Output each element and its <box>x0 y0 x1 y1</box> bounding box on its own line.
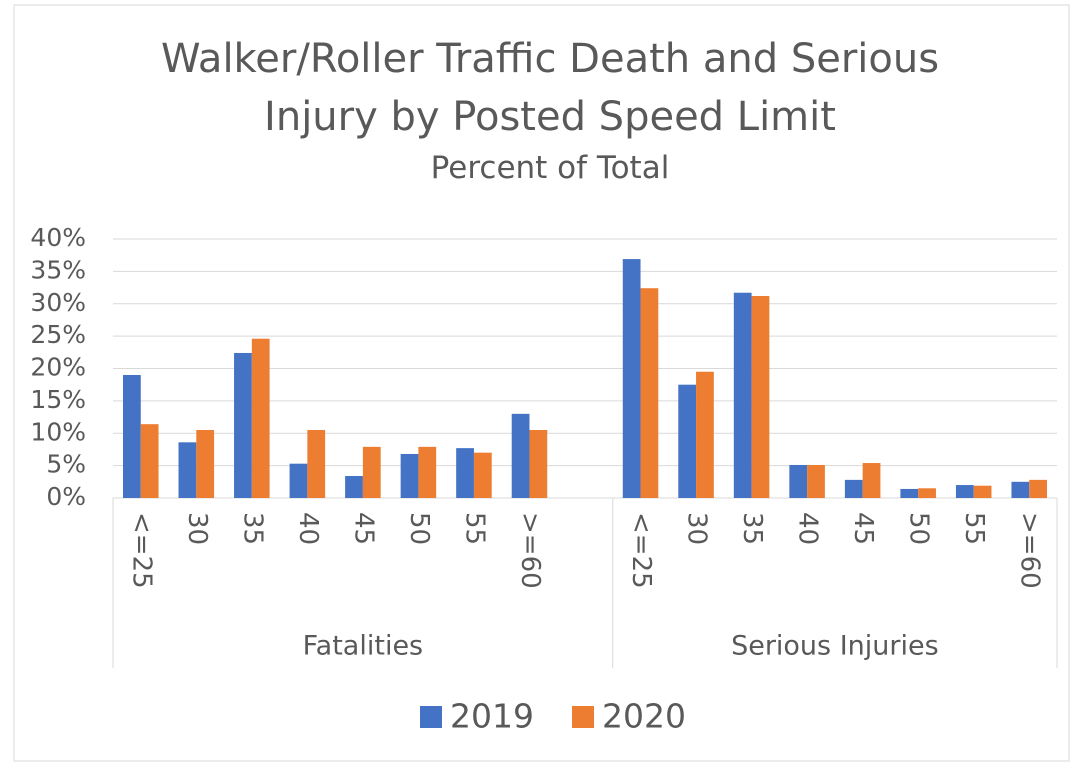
group-label: Serious Injuries <box>731 631 939 662</box>
y-tick-label: 10% <box>30 417 86 446</box>
bar <box>955 485 974 498</box>
bar <box>307 430 326 498</box>
bar <box>1029 479 1048 498</box>
bar <box>178 442 197 498</box>
x-tick-label: 45 <box>848 512 878 545</box>
bar <box>640 288 659 498</box>
x-tick-label: 55 <box>459 512 489 545</box>
bar <box>900 488 919 498</box>
chart-title: Walker/Roller Traffic Death and Serious … <box>160 36 940 140</box>
bar <box>751 295 770 498</box>
bar <box>511 413 530 498</box>
y-tick-label: 15% <box>30 385 86 414</box>
chart-border <box>13 4 1070 762</box>
bar <box>733 292 752 498</box>
x-tick-label: >=60 <box>1015 512 1045 589</box>
bar <box>973 485 992 498</box>
x-tick-label: 55 <box>959 512 989 545</box>
bar <box>696 371 714 498</box>
x-tick-label: 40 <box>293 512 323 545</box>
bar <box>529 430 548 498</box>
legend-swatch <box>572 706 594 728</box>
bar <box>789 464 808 498</box>
y-tick-label: 20% <box>30 353 86 382</box>
bar <box>678 384 697 498</box>
bar <box>345 475 363 498</box>
bar <box>122 374 141 498</box>
legend-label: 2020 <box>602 697 686 736</box>
y-tick-label: 30% <box>30 288 86 317</box>
x-tick-label: 35 <box>737 512 767 545</box>
x-tick-label: 40 <box>793 512 823 545</box>
bar <box>844 479 863 498</box>
bar <box>473 452 492 498</box>
y-tick-label: 35% <box>30 255 86 284</box>
x-tick-label: <=25 <box>626 512 656 589</box>
chart-subtitle: Percent of Total <box>430 150 670 186</box>
bar <box>362 446 381 498</box>
x-tick-label: <=25 <box>126 512 156 589</box>
legend-swatch <box>420 706 442 728</box>
bar <box>234 352 252 498</box>
bar <box>862 463 881 498</box>
legend-label: 2019 <box>450 697 534 736</box>
x-tick-label: 50 <box>904 512 934 545</box>
bar <box>1011 481 1030 498</box>
x-tick-label: 30 <box>182 512 212 545</box>
bar <box>807 464 825 498</box>
x-tick-label: 30 <box>682 512 712 545</box>
bar <box>196 430 215 498</box>
bar <box>418 446 437 498</box>
bar <box>622 259 641 498</box>
x-tick-label: 45 <box>348 512 378 545</box>
x-tick-label: 50 <box>404 512 434 545</box>
x-tick-label: 35 <box>237 512 267 545</box>
bar <box>456 448 474 498</box>
bar <box>251 338 270 498</box>
y-tick-label: 5% <box>46 450 86 479</box>
bar <box>140 424 159 498</box>
y-tick-label: 25% <box>30 320 86 349</box>
bar <box>289 463 308 498</box>
bar <box>400 453 419 498</box>
titles: Walker/Roller Traffic Death and Serious … <box>0 30 1070 188</box>
group-label: Fatalities <box>303 631 424 662</box>
x-tick-label: >=60 <box>515 512 545 589</box>
bar <box>918 488 936 498</box>
y-tick-label: 0% <box>46 482 86 511</box>
y-tick-label: 40% <box>30 223 86 252</box>
